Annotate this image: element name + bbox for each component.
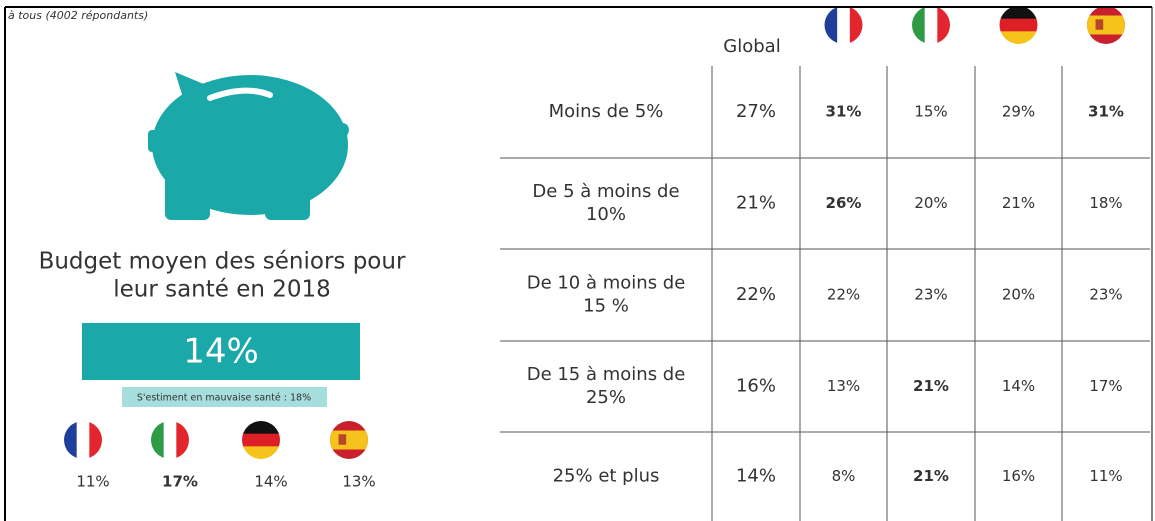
country-cell: 29% [1002, 103, 1035, 121]
flag [330, 421, 368, 459]
piggy-bank [148, 72, 349, 220]
flag-stripe [89, 421, 102, 459]
country-cell: 31% [826, 103, 862, 121]
global-value: 22% [736, 284, 776, 305]
flag-body [151, 421, 189, 459]
flag-stripe [1087, 15, 1125, 35]
country-value: 11% [76, 473, 109, 491]
flag-body [242, 421, 280, 459]
flag-body [999, 8, 1038, 44]
flag-body [330, 421, 368, 459]
flag-stripe [999, 8, 1038, 20]
flag-stripe [937, 8, 950, 44]
country-cell: 16% [1002, 467, 1035, 485]
country-cell: 23% [1089, 286, 1122, 304]
flag [912, 8, 950, 44]
main-value: 14% [183, 332, 259, 372]
row-label: Moins de 5% [549, 101, 664, 122]
flag-emblem [1095, 19, 1104, 30]
flag-emblem [338, 434, 347, 445]
header-flags [824, 8, 1125, 44]
country-cell: 8% [832, 467, 856, 485]
country-cell: 13% [827, 377, 860, 395]
flag-stripe [999, 18, 1038, 32]
country-cell: 22% [827, 286, 860, 304]
row-label: De 15 à moins de [527, 364, 686, 385]
country-value: 13% [342, 473, 375, 491]
country-cell: 18% [1089, 194, 1122, 212]
row-label: De 5 à moins de [532, 181, 679, 202]
flag-stripe [999, 31, 1038, 44]
flag-stripe [824, 8, 838, 44]
country-cell: 20% [914, 194, 947, 212]
flag [242, 421, 280, 459]
country-value: 17% [162, 473, 198, 491]
row-label: 25% et plus [553, 466, 660, 487]
flag [1087, 8, 1125, 44]
panel-title: leur santé en 2018 [113, 277, 331, 303]
flag-body [64, 421, 102, 459]
country-cell: 14% [1002, 377, 1035, 395]
global-value: 21% [736, 193, 776, 214]
country-cell: 21% [913, 467, 949, 485]
flag-body [824, 8, 863, 44]
flag [999, 8, 1038, 44]
flag-body [1087, 8, 1125, 44]
sub-box [122, 387, 327, 407]
country-cell: 21% [1002, 194, 1035, 212]
global-value: 16% [736, 376, 776, 397]
main-box [82, 323, 360, 380]
flag-stripe [330, 430, 368, 450]
flag [64, 421, 102, 459]
flag-stripe [242, 421, 280, 435]
flag-stripe [64, 421, 78, 459]
row-label: 10% [586, 204, 626, 225]
country-cell: 21% [913, 377, 949, 395]
country-cell: 31% [1088, 103, 1124, 121]
country-cell: 17% [1089, 377, 1122, 395]
flag [824, 8, 863, 44]
row-label: De 10 à moins de [527, 273, 686, 294]
flag-stripe [163, 421, 177, 459]
flag-stripe [837, 8, 851, 44]
panel-title: Budget moyen des séniors pour [39, 249, 406, 275]
flag-stripe [242, 433, 280, 447]
flag-stripe [176, 421, 189, 459]
row-label: 25% [586, 387, 626, 408]
header-note: à tous (4002 répondants) [8, 9, 148, 22]
country-value: 14% [254, 473, 287, 491]
global-header: Global [723, 36, 780, 57]
country-cell: 26% [826, 194, 862, 212]
flag-stripe [151, 421, 165, 459]
flag-stripe [242, 446, 280, 459]
flag-stripe [849, 8, 863, 44]
global-value: 14% [736, 466, 776, 487]
flag-body [912, 8, 950, 44]
country-cell: 11% [1089, 467, 1122, 485]
flag-stripe [912, 8, 926, 44]
country-cell: 20% [1002, 286, 1035, 304]
flag [151, 421, 189, 459]
country-cell: 15% [914, 103, 947, 121]
flag-stripe [924, 8, 938, 44]
sub-note: S'estiment en mauvaise santé : 18% [137, 393, 311, 404]
global-value: 27% [736, 101, 776, 122]
country-cell: 23% [914, 286, 947, 304]
row-label: 15 % [583, 296, 629, 317]
flag-stripe [76, 421, 90, 459]
